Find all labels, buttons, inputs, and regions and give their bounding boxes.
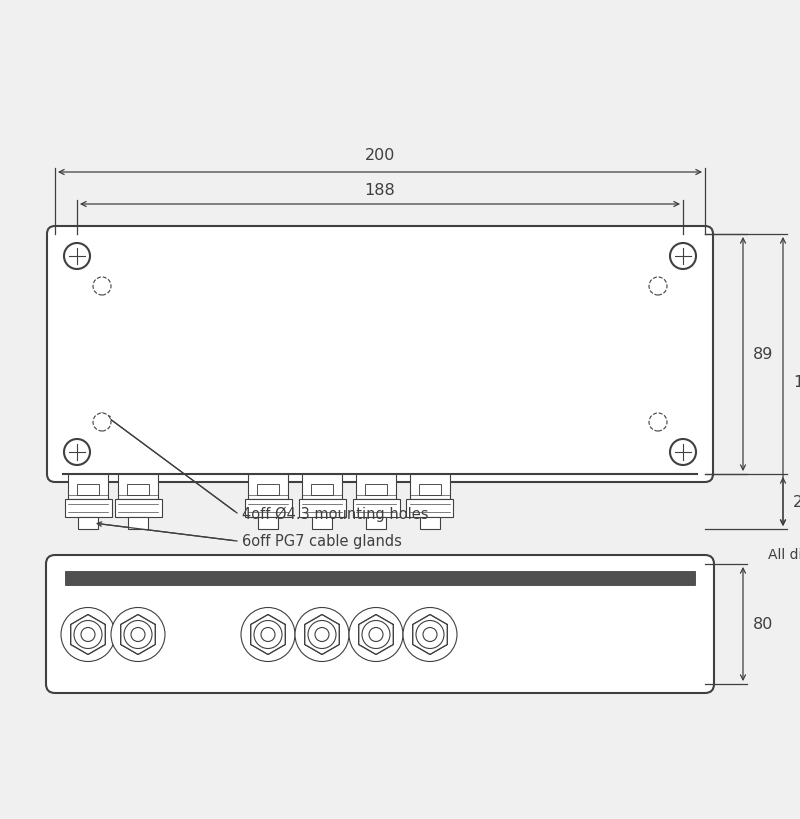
Polygon shape <box>305 615 339 654</box>
Bar <box>419 484 441 495</box>
Bar <box>365 484 387 495</box>
Bar <box>258 518 278 529</box>
Circle shape <box>131 627 145 642</box>
Circle shape <box>369 627 383 642</box>
Text: 4off Ø4.3 mounting holes: 4off Ø4.3 mounting holes <box>242 506 429 521</box>
Polygon shape <box>358 615 394 654</box>
Text: 80: 80 <box>753 617 774 631</box>
Bar <box>68 474 108 500</box>
Text: 200: 200 <box>365 147 395 163</box>
Circle shape <box>254 621 282 649</box>
Bar <box>127 484 149 495</box>
Bar <box>128 518 148 529</box>
Circle shape <box>349 608 403 662</box>
Bar <box>366 518 386 529</box>
Bar <box>65 572 695 586</box>
Circle shape <box>295 608 349 662</box>
Bar <box>114 500 162 518</box>
Circle shape <box>64 440 90 465</box>
Circle shape <box>261 627 275 642</box>
Circle shape <box>241 608 295 662</box>
Polygon shape <box>121 615 155 654</box>
Bar <box>78 518 98 529</box>
Text: 89: 89 <box>753 347 774 362</box>
Polygon shape <box>70 615 106 654</box>
Text: 6off PG7 cable glands: 6off PG7 cable glands <box>242 534 402 549</box>
Text: 120: 120 <box>793 374 800 390</box>
Bar <box>298 500 346 518</box>
Bar <box>312 518 332 529</box>
Bar <box>356 474 396 500</box>
Bar <box>118 474 158 500</box>
Circle shape <box>64 244 90 269</box>
Bar <box>65 500 111 518</box>
Text: All dimensions are in mm: All dimensions are in mm <box>768 547 800 561</box>
Circle shape <box>416 621 444 649</box>
Circle shape <box>81 627 95 642</box>
Circle shape <box>403 608 457 662</box>
Circle shape <box>670 244 696 269</box>
Circle shape <box>649 278 667 296</box>
Bar <box>302 474 342 500</box>
Circle shape <box>670 440 696 465</box>
FancyBboxPatch shape <box>46 555 714 693</box>
Bar <box>248 474 288 500</box>
Text: 188: 188 <box>365 183 395 197</box>
FancyBboxPatch shape <box>47 227 713 482</box>
Circle shape <box>124 621 152 649</box>
Circle shape <box>61 608 115 662</box>
Bar <box>410 474 450 500</box>
Circle shape <box>362 621 390 649</box>
Circle shape <box>649 414 667 432</box>
Circle shape <box>111 608 165 662</box>
Bar <box>245 500 291 518</box>
Circle shape <box>423 627 437 642</box>
Bar <box>406 500 454 518</box>
Circle shape <box>74 621 102 649</box>
Bar <box>77 484 99 495</box>
Text: 23: 23 <box>793 495 800 509</box>
Polygon shape <box>413 615 447 654</box>
Circle shape <box>315 627 329 642</box>
Circle shape <box>93 278 111 296</box>
Circle shape <box>308 621 336 649</box>
Bar <box>311 484 333 495</box>
Circle shape <box>93 414 111 432</box>
Bar <box>420 518 440 529</box>
Bar <box>353 500 399 518</box>
Polygon shape <box>250 615 286 654</box>
Bar <box>257 484 279 495</box>
